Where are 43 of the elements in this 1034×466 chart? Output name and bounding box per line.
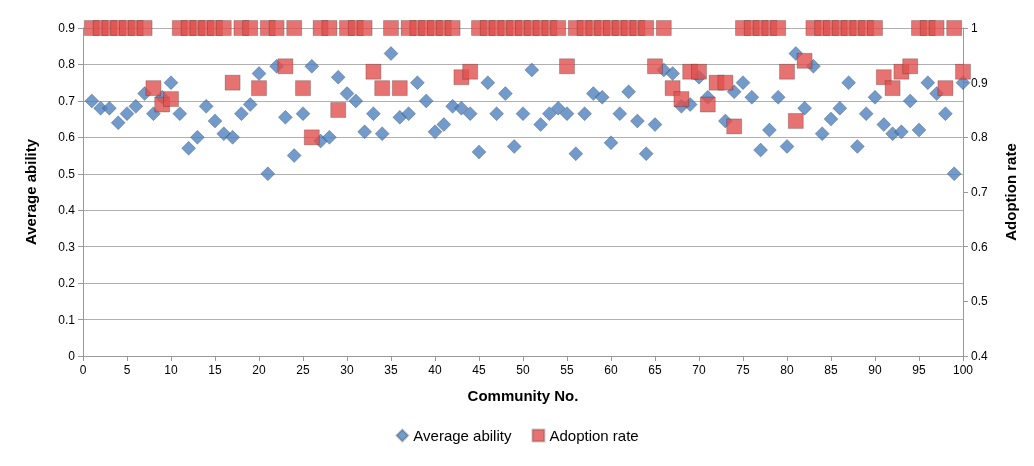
y2-tick-label: 0.9 [971,75,989,90]
y-tick-label: 0.3 [58,239,76,254]
x-tick-label: 5 [123,363,131,377]
y2-tick-label: 0.5 [971,294,989,309]
y2-tick-label: 0.6 [971,239,989,254]
x-tick-label: 15 [208,363,222,377]
legend-label: Adoption rate [549,427,639,444]
legend-label: Average ability [413,427,512,444]
x-tick-label: 70 [692,363,706,377]
y-tick-label: 0.1 [58,312,76,327]
y-tick-label: 0.2 [58,276,76,291]
x-tick-label: 85 [824,363,838,377]
y2-axis-title: Adoption rate [1002,143,1019,241]
x-tick-label: 95 [912,363,926,377]
x-tick-label: 65 [648,363,662,377]
y-tick-label: 0 [68,349,76,363]
x-tick-label: 80 [780,363,794,377]
x-tick-label: 0 [79,363,87,377]
y2-tick-label: 1 [971,21,978,35]
x-tick-label: 10 [164,363,178,377]
y-tick-label: 0.5 [58,166,76,181]
x-tick-label: 90 [868,363,882,377]
x-tick-label: 60 [604,363,618,377]
y-axis-title: Average ability [22,138,39,246]
x-tick-label: 45 [472,363,486,377]
x-tick-label: 20 [252,363,266,377]
x-tick-label: 50 [516,363,530,377]
x-tick-label: 75 [736,363,750,377]
y2-tick-label: 0.8 [971,130,989,145]
x-tick-label: 35 [384,363,398,377]
x-tick-label: 30 [340,363,354,377]
y2-tick-label: 0.4 [971,349,989,363]
y2-tick-label: 0.7 [971,185,989,199]
x-tick-label: 40 [428,363,442,377]
y-tick-label: 0.9 [58,21,76,35]
x-tick-label: 100 [952,363,974,377]
x-axis-title: Community No. [467,387,579,404]
y-tick-label: 0.8 [58,57,76,72]
x-tick-label: 55 [560,363,574,377]
y-tick-label: 0.4 [58,203,76,218]
x-tick-label: 25 [296,363,310,377]
y-tick-label: 0.7 [58,93,76,108]
y-tick-label: 0.6 [58,130,76,145]
